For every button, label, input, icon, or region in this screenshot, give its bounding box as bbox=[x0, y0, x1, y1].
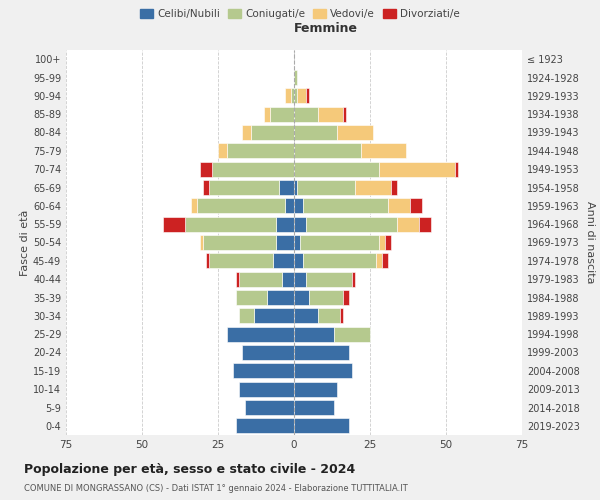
Bar bbox=[294, 106, 319, 122]
Text: Femmine: Femmine bbox=[294, 22, 358, 35]
Bar bbox=[276, 235, 294, 250]
Bar bbox=[242, 345, 294, 360]
Bar bbox=[263, 106, 269, 122]
Bar bbox=[294, 180, 297, 195]
Bar bbox=[294, 144, 361, 158]
Bar bbox=[273, 254, 294, 268]
Bar bbox=[300, 235, 379, 250]
Bar bbox=[197, 198, 285, 214]
Bar bbox=[419, 216, 431, 232]
Bar bbox=[239, 382, 294, 396]
Bar bbox=[279, 180, 294, 195]
Bar bbox=[236, 418, 294, 434]
Bar bbox=[203, 180, 209, 195]
Bar bbox=[200, 162, 212, 176]
Bar bbox=[245, 400, 294, 415]
Bar bbox=[294, 272, 306, 286]
Bar bbox=[343, 106, 346, 122]
Bar bbox=[391, 180, 397, 195]
Bar bbox=[218, 144, 227, 158]
Bar bbox=[294, 326, 334, 342]
Bar bbox=[397, 216, 419, 232]
Bar bbox=[303, 198, 388, 214]
Bar bbox=[266, 290, 294, 305]
Bar bbox=[376, 254, 382, 268]
Bar bbox=[297, 180, 355, 195]
Bar bbox=[306, 272, 352, 286]
Bar bbox=[251, 125, 294, 140]
Bar bbox=[200, 235, 203, 250]
Bar bbox=[343, 290, 349, 305]
Bar bbox=[334, 326, 370, 342]
Bar bbox=[361, 144, 406, 158]
Bar bbox=[227, 144, 294, 158]
Bar bbox=[294, 308, 319, 324]
Bar bbox=[294, 400, 334, 415]
Bar bbox=[294, 290, 309, 305]
Bar bbox=[191, 198, 197, 214]
Bar bbox=[163, 216, 185, 232]
Bar bbox=[355, 180, 391, 195]
Bar bbox=[455, 162, 458, 176]
Bar bbox=[340, 308, 343, 324]
Bar bbox=[297, 88, 306, 104]
Bar bbox=[410, 198, 422, 214]
Bar bbox=[212, 162, 294, 176]
Bar bbox=[319, 308, 340, 324]
Bar bbox=[227, 326, 294, 342]
Bar bbox=[337, 125, 373, 140]
Bar bbox=[379, 235, 385, 250]
Bar bbox=[269, 106, 294, 122]
Bar bbox=[282, 272, 294, 286]
Bar bbox=[352, 272, 355, 286]
Bar bbox=[294, 382, 337, 396]
Bar bbox=[236, 272, 239, 286]
Text: Popolazione per età, sesso e stato civile - 2024: Popolazione per età, sesso e stato civil… bbox=[24, 462, 355, 475]
Bar bbox=[294, 70, 297, 85]
Legend: Celibi/Nubili, Coniugati/e, Vedovi/e, Divorziati/e: Celibi/Nubili, Coniugati/e, Vedovi/e, Di… bbox=[136, 5, 464, 24]
Bar bbox=[239, 272, 282, 286]
Bar bbox=[294, 345, 349, 360]
Bar bbox=[209, 254, 273, 268]
Y-axis label: Anni di nascita: Anni di nascita bbox=[585, 201, 595, 284]
Bar bbox=[285, 198, 294, 214]
Bar bbox=[209, 180, 279, 195]
Bar bbox=[379, 162, 455, 176]
Bar bbox=[294, 364, 352, 378]
Bar bbox=[303, 254, 376, 268]
Bar bbox=[388, 198, 410, 214]
Bar bbox=[242, 125, 251, 140]
Bar bbox=[291, 88, 294, 104]
Bar bbox=[385, 235, 391, 250]
Bar bbox=[236, 290, 266, 305]
Bar bbox=[206, 254, 209, 268]
Bar bbox=[285, 88, 291, 104]
Bar bbox=[203, 235, 276, 250]
Bar bbox=[319, 106, 343, 122]
Bar bbox=[294, 198, 303, 214]
Bar bbox=[306, 88, 309, 104]
Bar bbox=[382, 254, 388, 268]
Bar bbox=[294, 88, 297, 104]
Bar bbox=[294, 418, 349, 434]
Bar bbox=[239, 308, 254, 324]
Bar bbox=[185, 216, 276, 232]
Bar bbox=[306, 216, 397, 232]
Bar bbox=[233, 364, 294, 378]
Bar bbox=[294, 162, 379, 176]
Bar bbox=[276, 216, 294, 232]
Y-axis label: Fasce di età: Fasce di età bbox=[20, 210, 30, 276]
Bar bbox=[254, 308, 294, 324]
Bar bbox=[294, 125, 337, 140]
Bar bbox=[309, 290, 343, 305]
Bar bbox=[294, 235, 300, 250]
Text: COMUNE DI MONGRASSANO (CS) - Dati ISTAT 1° gennaio 2024 - Elaborazione TUTTITALI: COMUNE DI MONGRASSANO (CS) - Dati ISTAT … bbox=[24, 484, 408, 493]
Bar bbox=[294, 216, 306, 232]
Bar bbox=[294, 254, 303, 268]
